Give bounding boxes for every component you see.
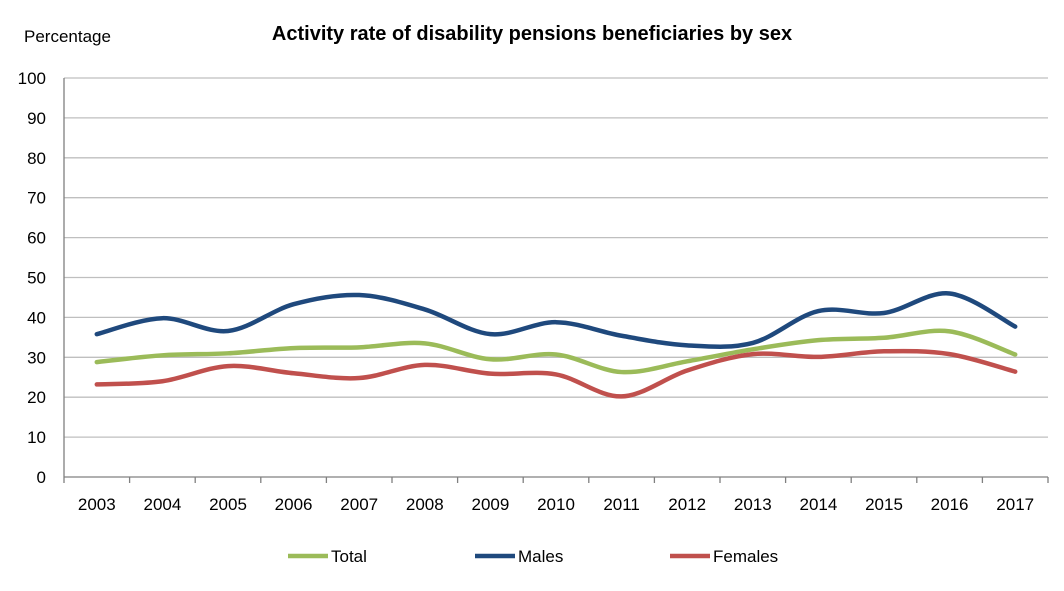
x-tick-label: 2005 <box>209 495 247 514</box>
x-tick-label: 2003 <box>78 495 116 514</box>
y-tick-label: 100 <box>18 69 46 88</box>
x-tick-label: 2007 <box>340 495 378 514</box>
x-tick-label: 2012 <box>668 495 706 514</box>
series-lines <box>94 291 1018 399</box>
y-tick-label: 90 <box>27 109 46 128</box>
x-tick-label: 2004 <box>143 495 181 514</box>
series-line-males <box>94 291 1018 349</box>
y-tick-label: 40 <box>27 308 46 327</box>
y-axis-label: Percentage <box>24 27 111 46</box>
legend-label-females: Females <box>713 547 778 566</box>
y-tick-label: 80 <box>27 149 46 168</box>
x-tick-label: 2011 <box>603 495 640 514</box>
x-tick-label: 2010 <box>537 495 575 514</box>
y-tick-label: 50 <box>27 269 46 288</box>
legend-label-total: Total <box>331 547 367 566</box>
x-tick-label: 2009 <box>471 495 509 514</box>
x-tick-label: 2017 <box>996 495 1034 514</box>
x-axis-ticks: 2003 2004 2005 2006 2007 2008 2009 2010 2011 2012… <box>63 477 1049 514</box>
x-tick-label: 2006 <box>275 495 313 514</box>
legend: Total Males Females <box>288 547 778 566</box>
gridlines <box>63 77 1048 478</box>
y-axis-ticks: 0 10 20 30 40 50 60 70 80 90 100 <box>18 69 46 487</box>
y-tick-label: 10 <box>27 428 46 447</box>
x-tick-label: 2008 <box>406 495 444 514</box>
legend-label-males: Males <box>518 547 563 566</box>
series-line-females <box>94 348 1018 399</box>
x-tick-label: 2016 <box>931 495 969 514</box>
y-tick-label: 70 <box>27 189 46 208</box>
y-tick-label: 20 <box>27 388 46 407</box>
chart-title: Activity rate of disability pensions ben… <box>272 23 792 45</box>
y-tick-label: 30 <box>27 348 46 367</box>
x-tick-label: 2013 <box>734 495 772 514</box>
series-line-total <box>94 328 1018 375</box>
y-tick-label: 60 <box>27 229 46 248</box>
y-tick-label: 0 <box>37 468 46 487</box>
x-tick-label: 2015 <box>865 495 903 514</box>
x-tick-label: 2014 <box>799 495 837 514</box>
